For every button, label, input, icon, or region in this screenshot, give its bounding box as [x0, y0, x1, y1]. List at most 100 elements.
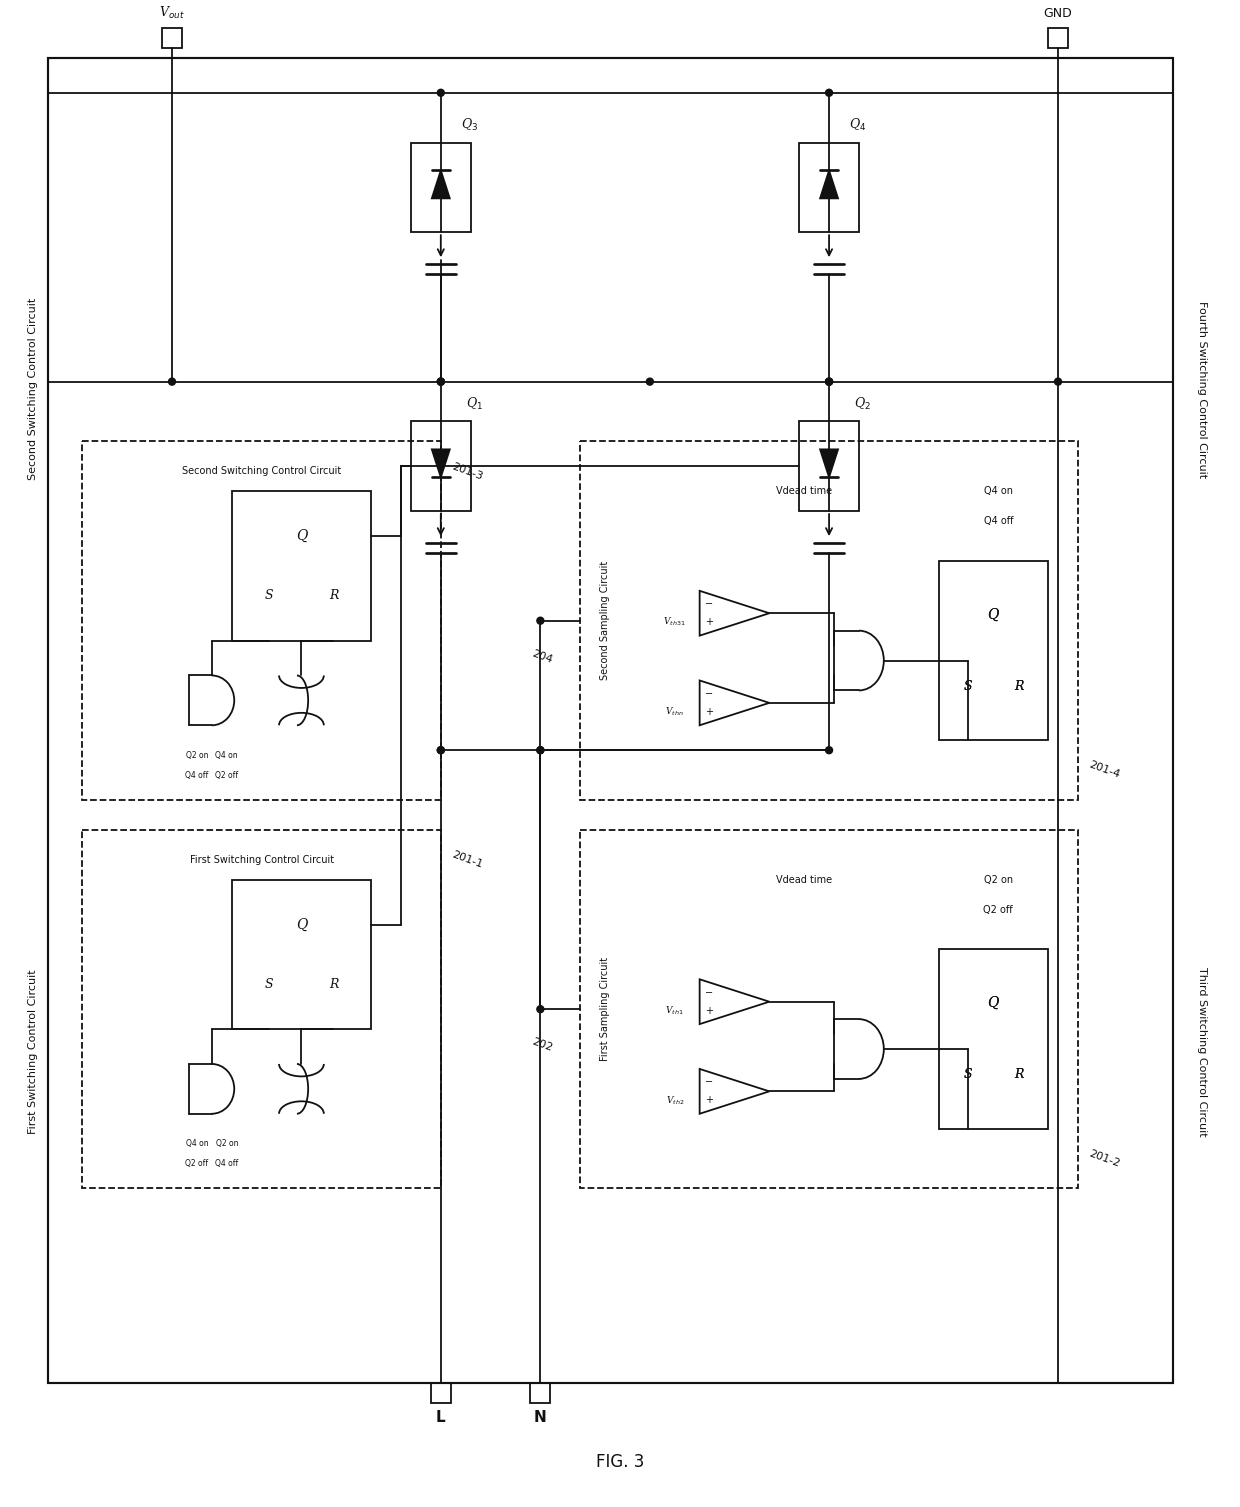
Text: Q: Q [987, 607, 999, 622]
Text: 201-4: 201-4 [1087, 760, 1122, 781]
Circle shape [438, 378, 444, 386]
Text: S: S [963, 680, 972, 693]
Bar [580, 830, 1078, 1189]
Text: Q$_3$: Q$_3$ [461, 116, 477, 133]
Circle shape [826, 378, 832, 386]
Text: +: + [704, 707, 713, 717]
Bar [939, 561, 1048, 740]
Text: Second Switching Control Circuit: Second Switching Control Circuit [27, 298, 37, 481]
Bar [232, 491, 371, 640]
Text: Q2 off: Q2 off [216, 770, 238, 779]
Text: First Switching Control Circuit: First Switching Control Circuit [27, 969, 37, 1133]
Text: +: + [704, 1096, 713, 1105]
Circle shape [438, 378, 444, 386]
Text: +: + [704, 618, 713, 627]
Circle shape [1054, 378, 1061, 386]
Text: V$_{th2}$: V$_{th2}$ [666, 1094, 684, 1106]
Text: Third Switching Control Circuit: Third Switching Control Circuit [1198, 966, 1208, 1136]
Text: V$_{out}$: V$_{out}$ [159, 5, 185, 21]
Text: L: L [436, 1411, 445, 1426]
Text: Q: Q [987, 607, 999, 622]
Bar [531, 1383, 551, 1403]
Bar [162, 29, 182, 48]
Circle shape [438, 378, 444, 386]
Text: Q$_1$: Q$_1$ [466, 395, 482, 411]
Text: R: R [329, 978, 339, 990]
Text: S: S [963, 1068, 972, 1082]
Text: S: S [265, 589, 274, 603]
Text: 204: 204 [531, 648, 554, 665]
Polygon shape [432, 449, 450, 478]
Text: V$_{th1}$: V$_{th1}$ [666, 1004, 684, 1017]
Polygon shape [432, 170, 450, 199]
Text: GND: GND [1044, 6, 1073, 20]
Circle shape [826, 746, 832, 754]
Bar [580, 442, 1078, 800]
Text: Q$_2$: Q$_2$ [854, 395, 870, 411]
Text: Q2 off: Q2 off [983, 904, 1013, 915]
Bar [82, 830, 440, 1189]
Text: 201-1: 201-1 [451, 850, 485, 870]
Circle shape [438, 746, 444, 754]
Bar [410, 422, 471, 511]
Text: R: R [329, 589, 339, 603]
Text: Q4 on: Q4 on [216, 750, 238, 760]
Text: Q2 off: Q2 off [185, 1159, 208, 1168]
Text: R: R [1014, 1068, 1023, 1082]
Text: S: S [963, 1068, 972, 1082]
Text: V$_{thn}$: V$_{thn}$ [666, 705, 684, 719]
Text: First Sampling Circuit: First Sampling Circuit [600, 957, 610, 1061]
Text: S: S [265, 978, 274, 990]
Text: −: − [704, 600, 713, 609]
Text: N: N [534, 1411, 547, 1426]
Circle shape [537, 1005, 544, 1013]
Bar [232, 880, 371, 1029]
Text: 201-3: 201-3 [451, 461, 485, 481]
Bar [430, 1383, 451, 1403]
Text: FIG. 3: FIG. 3 [595, 1453, 645, 1471]
Text: First Switching Control Circuit: First Switching Control Circuit [190, 854, 334, 865]
Text: Vdead time: Vdead time [776, 487, 832, 496]
Text: V$_{th31}$: V$_{th31}$ [663, 616, 686, 628]
Bar [939, 949, 1048, 1129]
Circle shape [438, 746, 444, 754]
Text: R: R [1014, 680, 1023, 693]
Text: Q4 on: Q4 on [186, 1139, 208, 1148]
Text: Q4 off: Q4 off [185, 770, 208, 779]
Polygon shape [820, 449, 838, 478]
Circle shape [537, 618, 544, 624]
Circle shape [826, 89, 832, 96]
Text: Q: Q [296, 918, 308, 931]
Bar [410, 143, 471, 232]
Text: R: R [1014, 680, 1023, 693]
Text: Q2 on: Q2 on [983, 874, 1013, 885]
Text: −: − [704, 1078, 713, 1088]
Circle shape [826, 378, 832, 386]
Text: Fourth Switching Control Circuit: Fourth Switching Control Circuit [1198, 300, 1208, 478]
Text: Q: Q [296, 529, 308, 543]
Text: Q$_4$: Q$_4$ [849, 116, 867, 133]
Text: Q4 on: Q4 on [983, 487, 1013, 496]
Bar [82, 442, 440, 800]
Text: Q4 off: Q4 off [216, 1159, 238, 1168]
Text: Q2 on: Q2 on [216, 1139, 238, 1148]
Text: Q2 on: Q2 on [186, 750, 208, 760]
Text: +: + [704, 1005, 713, 1016]
Polygon shape [820, 170, 838, 199]
Circle shape [646, 378, 653, 386]
Text: 202: 202 [531, 1037, 554, 1053]
Text: Q: Q [987, 996, 999, 1010]
Text: Second Sampling Circuit: Second Sampling Circuit [600, 561, 610, 680]
Text: Q: Q [987, 996, 999, 1010]
Text: −: − [704, 689, 713, 699]
Bar [1048, 29, 1068, 48]
Bar [800, 143, 859, 232]
Text: R: R [1014, 1068, 1023, 1082]
Circle shape [537, 746, 544, 754]
Circle shape [826, 378, 832, 386]
Bar [800, 422, 859, 511]
Text: S: S [963, 680, 972, 693]
Text: −: − [704, 987, 713, 998]
Text: Second Switching Control Circuit: Second Switching Control Circuit [182, 466, 341, 476]
Circle shape [438, 89, 444, 96]
